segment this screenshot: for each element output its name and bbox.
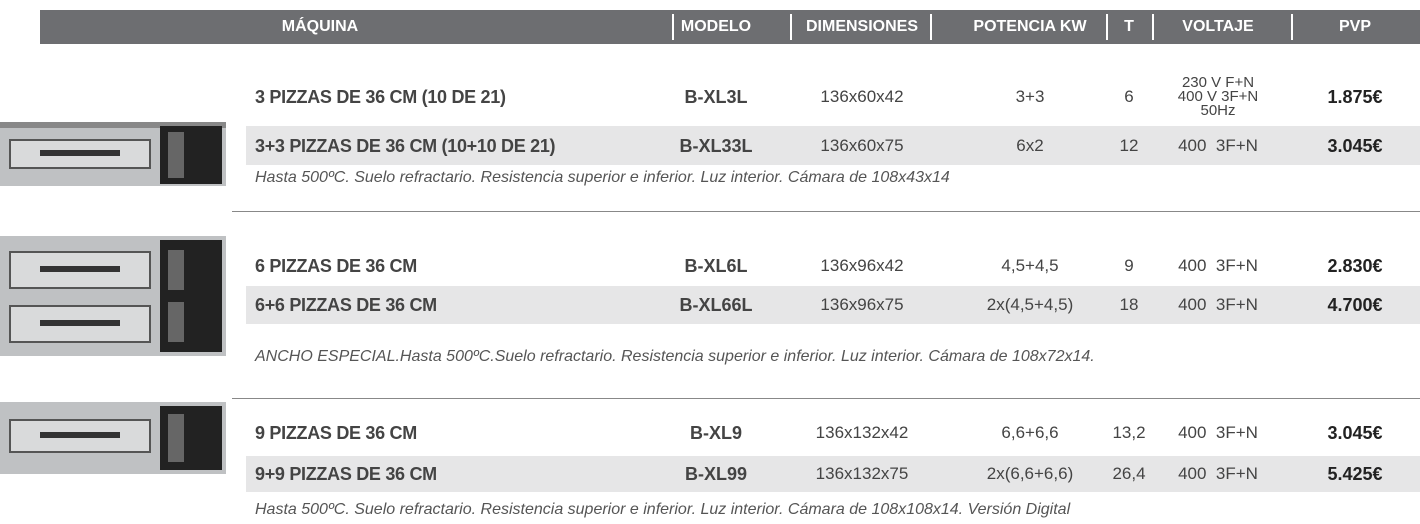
voltage: 400 3F+N xyxy=(1178,295,1258,314)
header-separator xyxy=(1106,14,1108,40)
price: 3.045€ xyxy=(1327,136,1383,156)
header-cell: VOLTAJE xyxy=(1182,18,1254,35)
terminals: 13,2 xyxy=(1112,423,1146,442)
header-separator xyxy=(790,14,792,40)
oven-2 xyxy=(0,236,226,356)
price: 2.830€ xyxy=(1327,256,1383,276)
divider xyxy=(232,398,1420,399)
row-background xyxy=(246,286,1420,324)
price: 1.875€ xyxy=(1327,87,1383,107)
header-cell: MÁQUINA xyxy=(281,18,359,35)
note: Hasta 500ºC. Suelo refractario. Resisten… xyxy=(255,501,1071,518)
divider xyxy=(232,211,1420,212)
model: B-XL99 xyxy=(684,464,748,484)
header-bar xyxy=(40,10,1420,44)
power: 3+3 xyxy=(1015,87,1045,106)
power: 4,5+4,5 xyxy=(1001,256,1059,275)
machine-name: 3+3 PIZZAS DE 36 CM (10+10 DE 21) xyxy=(255,136,556,156)
header-cell: POTENCIA KW xyxy=(973,18,1087,35)
price: 4.700€ xyxy=(1327,295,1383,315)
terminals: 18 xyxy=(1119,295,1139,314)
price: 5.425€ xyxy=(1327,464,1383,484)
header-separator xyxy=(1152,14,1154,40)
terminals: 12 xyxy=(1119,136,1139,155)
header-separator xyxy=(1291,14,1293,40)
dimensions: 136x96x75 xyxy=(820,295,904,314)
machine-name: 9 PIZZAS DE 36 CM xyxy=(255,423,417,443)
dimensions: 136x96x42 xyxy=(820,256,904,275)
power: 6x2 xyxy=(1016,136,1044,155)
model: B-XL66L xyxy=(679,295,753,315)
header-separator xyxy=(672,14,674,40)
dimensions: 136x60x75 xyxy=(820,136,904,155)
header-separator xyxy=(930,14,932,40)
voltage: 50Hz xyxy=(1200,102,1236,119)
model: B-XL33L xyxy=(679,136,753,156)
power: 2x(6,6+6,6) xyxy=(986,464,1074,483)
header-cell: PVP xyxy=(1338,18,1372,35)
oven-1 xyxy=(0,122,226,186)
voltage: 400 V 3F+N xyxy=(1177,88,1259,105)
dimensions: 136x132x75 xyxy=(815,464,909,483)
voltage: 400 3F+N xyxy=(1178,256,1258,275)
machine-name: 3 PIZZAS DE 36 CM (10 DE 21) xyxy=(255,87,506,107)
header-cell: MODELO xyxy=(680,18,752,35)
model: B-XL6L xyxy=(684,256,748,276)
oven-3 xyxy=(0,402,226,474)
model: B-XL3L xyxy=(684,87,748,107)
power: 2x(4,5+4,5) xyxy=(986,295,1074,314)
row-background xyxy=(246,126,1420,165)
model: B-XL9 xyxy=(689,423,743,443)
terminals: 9 xyxy=(1124,256,1134,275)
oven-images xyxy=(0,122,226,474)
machine-name: 6 PIZZAS DE 36 CM xyxy=(255,256,417,276)
power: 6,6+6,6 xyxy=(1001,423,1059,442)
voltage: 400 3F+N xyxy=(1178,464,1258,483)
note: Hasta 500ºC. Suelo refractario. Resisten… xyxy=(255,169,950,186)
voltage: 400 3F+N xyxy=(1178,423,1258,442)
price: 3.045€ xyxy=(1327,423,1383,443)
dimensions: 136x132x42 xyxy=(815,423,909,442)
voltage: 400 3F+N xyxy=(1178,136,1258,155)
terminals: 6 xyxy=(1124,87,1134,106)
machine-name: 6+6 PIZZAS DE 36 CM xyxy=(255,295,437,315)
voltage: 230 V F+N xyxy=(1181,74,1255,91)
header-cell: T xyxy=(1124,18,1134,35)
dimensions: 136x60x42 xyxy=(820,87,904,106)
note: ANCHO ESPECIAL.Hasta 500ºC.Suelo refract… xyxy=(255,348,1095,365)
terminals: 26,4 xyxy=(1112,464,1146,483)
header-cell: DIMENSIONES xyxy=(805,18,919,35)
machine-name: 9+9 PIZZAS DE 36 CM xyxy=(255,464,437,484)
row-background xyxy=(246,456,1420,492)
